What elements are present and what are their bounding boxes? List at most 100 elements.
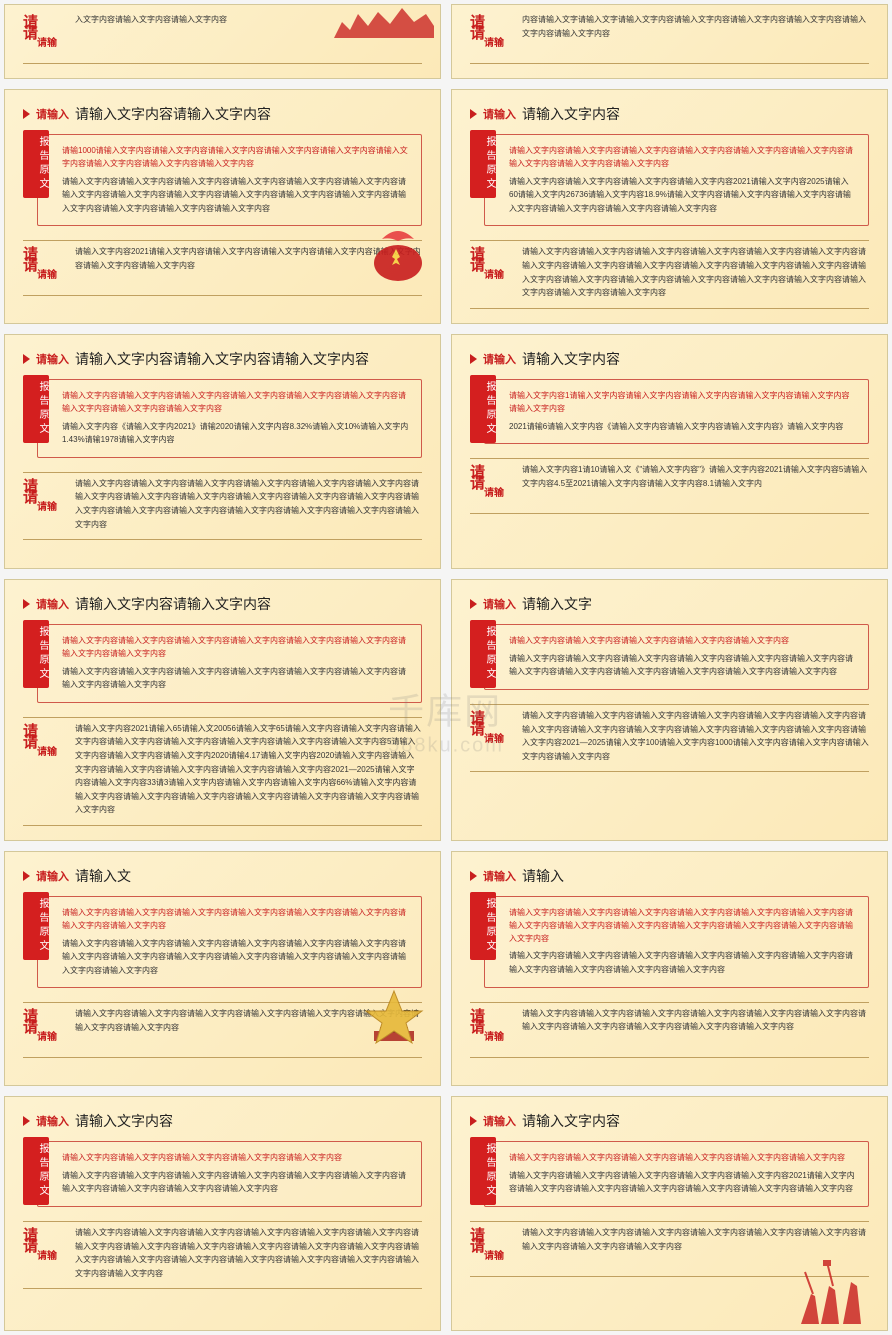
report-tag: 报告原文 xyxy=(23,1137,49,1205)
report-box: 请输入文字内容1请输入文字内容请输入文字内容请输入文字内容请输入文字内容请输入文… xyxy=(484,379,869,444)
report-box: 请输入文字内容请输入文字内容请输入文字内容请输入文字内容请输入文字内容请输入文字… xyxy=(484,134,869,226)
report-body: 2021请输6请输入文字内容《请输入文字内容请输入文字内容请输入文字内容》请输入… xyxy=(509,420,856,434)
caret-icon xyxy=(470,871,477,881)
report-highlight: 请输1000请输入文字内容请输入文字内容请输入文字内容请输入文字内容请输入文字内… xyxy=(62,145,409,171)
qing-label: 请请请输 xyxy=(470,1226,512,1268)
heading-prefix: 请输入 xyxy=(36,1113,69,1129)
report-box: 请输入文字内容请输入文字内容请输入文字内容请输入文字内容请输入文字内容请输入文字… xyxy=(37,1141,422,1207)
slide: 请输入请输入文字内容报告原文请输入文字内容1请输入文字内容请输入文字内容请输入文… xyxy=(451,334,888,569)
report-highlight: 请输入文字内容请输入文字内容请输入文字内容请输入文字内容请输入文字内容请输入文字… xyxy=(62,390,409,416)
heading-title: 请输入文字内容请输入文字内容 xyxy=(75,594,271,614)
report-body: 请输入文字内容《请输入文字内2021》请输2020请输入文字内容8.32%请输入… xyxy=(62,420,409,447)
summary-text: 请输入文字内容2021请输入65请输入文20056请输入文字65请输入文字内容请… xyxy=(75,722,422,817)
qing-label: 请请请输 xyxy=(23,1226,65,1268)
slide-heading: 请输入请输入文字内容请输入文字内容请输入文字内容 xyxy=(23,349,422,369)
caret-icon xyxy=(470,354,477,364)
report-tag: 报告原文 xyxy=(23,130,49,198)
report-block: 报告原文请输入文字内容请输入文字内容请输入文字内容请输入文字内容请输入文字内容请… xyxy=(470,896,869,988)
heading-prefix: 请输入 xyxy=(483,106,516,122)
report-tag: 报告原文 xyxy=(23,892,49,960)
summary-block: 请请请输请输入文字内容2021请输入文字内容请输入文字内容请输入文字内容请输入文… xyxy=(23,240,422,296)
slide-heading: 请输入请输入文字内容 xyxy=(470,349,869,369)
heading-title: 请输入文字内容请输入文字内容 xyxy=(75,104,271,124)
report-highlight: 请输入文字内容请输入文字内容请输入文字内容请输入文字内容请输入文字内容请输入文字… xyxy=(509,145,856,171)
bottom-text: 内容请输入文字请输入文字请输入文字内容请输入文字内容请输入文字内容请输入文字内容… xyxy=(522,13,869,40)
slide: 请输入请输入文字内容请输入文字内容请输入文字内容报告原文请输入文字内容请输入文字… xyxy=(4,334,441,569)
report-block: 报告原文请输入文字内容请输入文字内容请输入文字内容请输入文字内容请输入文字内容请… xyxy=(470,1141,869,1207)
summary-block: 请请请输请输入文字内容请输入文字内容请输入文字内容请输入文字内容请输入文字内容请… xyxy=(470,1221,869,1277)
qing-label: 请请请输 xyxy=(470,13,512,55)
report-block: 报告原文请输入文字内容1请输入文字内容请输入文字内容请输入文字内容请输入文字内容… xyxy=(470,379,869,444)
report-block: 报告原文请输入文字内容请输入文字内容请输入文字内容请输入文字内容请输入文字内容请… xyxy=(470,624,869,690)
summary-block: 请请请输请输入文字内容1请10请输入文《"请输入文字内容"》请输入文字内容202… xyxy=(470,458,869,514)
report-body: 请输入文字内容请输入文字内容请输入文字内容请输入文字内容请输入文字内容请输入文字… xyxy=(62,937,409,978)
report-highlight: 请输入文字内容请输入文字内容请输入文字内容请输入文字内容请输入文字内容请输入文字… xyxy=(62,907,409,933)
report-box: 请输入文字内容请输入文字内容请输入文字内容请输入文字内容请输入文字内容请输入文字… xyxy=(484,1141,869,1207)
slide: 请输入请输入文字内容请输入文字内容报告原文请输1000请输入文字内容请输入文字内… xyxy=(4,89,441,324)
slide-heading: 请输入请输入文字 xyxy=(470,594,869,614)
slide-heading: 请输入请输入文字内容 xyxy=(23,1111,422,1131)
report-box: 请输入文字内容请输入文字内容请输入文字内容请输入文字内容请输入文字内容请输入文字… xyxy=(37,624,422,703)
report-body: 请输入文字内容请输入文字内容请输入文字内容请输入文字内容请输入文字内容请输入文字… xyxy=(62,665,409,692)
report-tag: 报告原文 xyxy=(470,620,496,688)
slide-heading: 请输入请输入文字内容请输入文字内容 xyxy=(23,104,422,124)
report-block: 报告原文请输入文字内容请输入文字内容请输入文字内容请输入文字内容请输入文字内容请… xyxy=(23,379,422,458)
report-tag: 报告原文 xyxy=(23,375,49,443)
summary-text: 请输入文字内容请输入文字内容请输入文字内容请输入文字内容请输入文字内容请输入文字… xyxy=(522,709,869,763)
report-tag: 报告原文 xyxy=(470,892,496,960)
report-block: 报告原文请输入文字内容请输入文字内容请输入文字内容请输入文字内容请输入文字内容请… xyxy=(23,1141,422,1207)
heading-prefix: 请输入 xyxy=(483,1113,516,1129)
report-body: 请输入文字内容请输入文字内容请输入文字内容请输入文字内容2021请输入文字内容2… xyxy=(509,175,856,216)
heading-title: 请输入文字内容 xyxy=(522,1111,620,1131)
heading-prefix: 请输入 xyxy=(483,351,516,367)
slide-heading: 请输入请输入 xyxy=(470,866,869,886)
report-box: 请输入文字内容请输入文字内容请输入文字内容请输入文字内容请输入文字内容请输入文字… xyxy=(37,379,422,458)
report-box: 请输入文字内容请输入文字内容请输入文字内容请输入文字内容请输入文字内容请输入文字… xyxy=(37,896,422,988)
slide: 请输入请输入文字内容请输入文字内容报告原文请输入文字内容请输入文字内容请输入文字… xyxy=(4,579,441,841)
qing-label: 请请请输 xyxy=(470,463,512,505)
slide: 请输入请输入文字报告原文请输入文字内容请输入文字内容请输入文字内容请输入文字内容… xyxy=(451,579,888,841)
caret-icon xyxy=(23,1116,30,1126)
qing-label: 请请请输 xyxy=(23,1007,65,1049)
slide: 请输入请输入报告原文请输入文字内容请输入文字内容请输入文字内容请输入文字内容请输… xyxy=(451,851,888,1086)
slide-heading: 请输入请输入文字内容 xyxy=(470,1111,869,1131)
slide-heading: 请输入请输入文 xyxy=(23,866,422,886)
summary-text: 请输入文字内容请输入文字内容请输入文字内容请输入文字内容请输入文字内容请输入文字… xyxy=(522,245,869,299)
summary-block: 请请请输请输入文字内容请输入文字内容请输入文字内容请输入文字内容请输入文字内容请… xyxy=(470,240,869,308)
caret-icon xyxy=(23,871,30,881)
summary-text: 请输入文字内容请输入文字内容请输入文字内容请输入文字内容请输入文字内容请输入文字… xyxy=(75,1007,422,1034)
report-body: 请输入文字内容请输入文字内容请输入文字内容请输入文字内容请输入文字内容请输入文字… xyxy=(62,175,409,216)
summary-text: 请输入文字内容请输入文字内容请输入文字内容请输入文字内容请输入文字内容请输入文字… xyxy=(75,1226,422,1280)
report-block: 报告原文请输入文字内容请输入文字内容请输入文字内容请输入文字内容请输入文字内容请… xyxy=(470,134,869,226)
heading-prefix: 请输入 xyxy=(483,596,516,612)
heading-title: 请输入文字 xyxy=(522,594,592,614)
slide-heading: 请输入请输入文字内容请输入文字内容 xyxy=(23,594,422,614)
summary-block: 请请请输请输入文字内容请输入文字内容请输入文字内容请输入文字内容请输入文字内容请… xyxy=(23,472,422,540)
report-tag: 报告原文 xyxy=(470,1137,496,1205)
summary-text: 请输入文字内容请输入文字内容请输入文字内容请输入文字内容请输入文字内容请输入文字… xyxy=(522,1226,869,1253)
report-body: 请输入文字内容请输入文字内容请输入文字内容请输入文字内容请输入文字内容请输入文字… xyxy=(509,652,856,679)
summary-text: 请输入文字内容2021请输入文字内容请输入文字内容请输入文字内容请输入文字内容请… xyxy=(75,245,422,272)
summary-text: 请输入文字内容1请10请输入文《"请输入文字内容"》请输入文字内容2021请输入… xyxy=(522,463,869,490)
report-body: 请输入文字内容请输入文字内容请输入文字内容请输入文字内容请输入文字内容请输入文字… xyxy=(62,1169,409,1196)
report-box: 请输1000请输入文字内容请输入文字内容请输入文字内容请输入文字内容请输入文字内… xyxy=(37,134,422,226)
qing-label: 请请请输 xyxy=(23,722,65,764)
heading-prefix: 请输入 xyxy=(36,868,69,884)
caret-icon xyxy=(23,354,30,364)
summary-block: 请请请输请输入文字内容请输入文字内容请输入文字内容请输入文字内容请输入文字内容请… xyxy=(23,1002,422,1058)
qing-label: 请请请输 xyxy=(470,1007,512,1049)
slide: 请输入请输入文字内容报告原文请输入文字内容请输入文字内容请输入文字内容请输入文字… xyxy=(451,89,888,324)
caret-icon xyxy=(470,109,477,119)
report-highlight: 请输入文字内容请输入文字内容请输入文字内容请输入文字内容请输入文字内容请输入文字… xyxy=(62,635,409,661)
summary-block: 请请请输请输入文字内容请输入文字内容请输入文字内容请输入文字内容请输入文字内容请… xyxy=(470,1002,869,1058)
heading-title: 请输入文字内容请输入文字内容请输入文字内容 xyxy=(75,349,369,369)
slide: 请请请输内容请输入文字请输入文字请输入文字内容请输入文字内容请输入文字内容请输入… xyxy=(451,4,888,79)
heading-prefix: 请输入 xyxy=(36,596,69,612)
heading-title: 请输入文 xyxy=(75,866,131,886)
report-block: 报告原文请输入文字内容请输入文字内容请输入文字内容请输入文字内容请输入文字内容请… xyxy=(23,624,422,703)
report-tag: 报告原文 xyxy=(23,620,49,688)
report-block: 报告原文请输1000请输入文字内容请输入文字内容请输入文字内容请输入文字内容请输… xyxy=(23,134,422,226)
report-box: 请输入文字内容请输入文字内容请输入文字内容请输入文字内容请输入文字内容请输入文字… xyxy=(484,896,869,988)
report-block: 报告原文请输入文字内容请输入文字内容请输入文字内容请输入文字内容请输入文字内容请… xyxy=(23,896,422,988)
report-tag: 报告原文 xyxy=(470,375,496,443)
